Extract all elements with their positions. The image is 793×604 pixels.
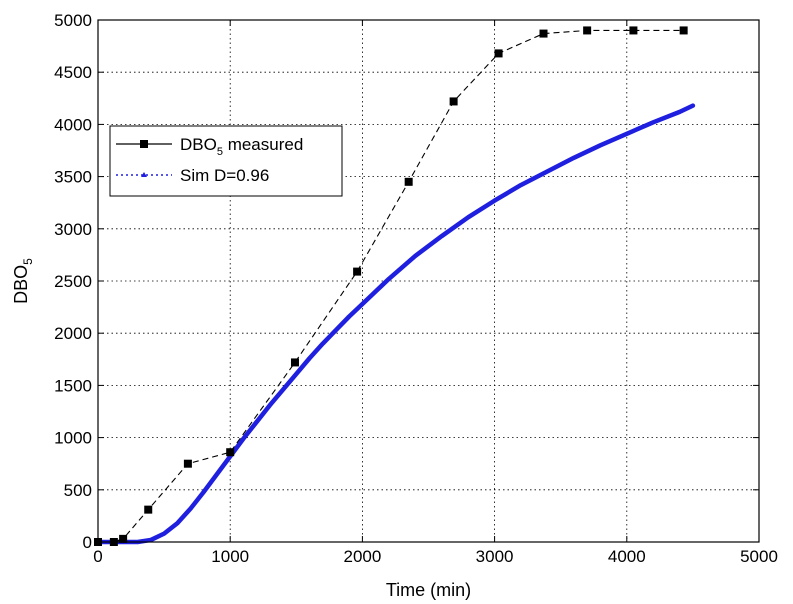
- ticks: 0 1000 2000 3000 4000 5000 0 500 1000 1500 2000 250…: [54, 11, 778, 566]
- legend-measured-label: DBO5 measured: [180, 135, 303, 158]
- legend-measured-label-suffix: measured: [223, 135, 303, 154]
- legend-measured-label-main: DBO: [180, 135, 217, 154]
- x-tick-label: 4000: [608, 547, 646, 566]
- legend-measured-marker: [140, 140, 148, 148]
- y-tick-label: 3500: [54, 168, 92, 187]
- y-tick-label: 1500: [54, 376, 92, 395]
- measured-point: [226, 448, 235, 457]
- measured-point: [629, 26, 638, 35]
- measured-point: [183, 459, 192, 468]
- y-tick-label: 5000: [54, 11, 92, 30]
- measured-point: [679, 26, 688, 35]
- measured-point: [494, 49, 503, 58]
- x-tick-label: 5000: [740, 547, 778, 566]
- x-tick-label: 2000: [343, 547, 381, 566]
- measured-point: [583, 26, 592, 35]
- measured-point: [449, 97, 458, 106]
- x-tick-label: 1000: [211, 547, 249, 566]
- y-axis-label: DBO5: [11, 258, 35, 304]
- measured-point: [539, 29, 548, 38]
- series-sim-line: [95, 103, 696, 545]
- measured-point: [290, 358, 299, 367]
- measured-point: [144, 505, 153, 514]
- measured-point: [353, 267, 362, 276]
- x-axis-label: Time (min): [386, 580, 471, 600]
- y-axis-label-main: DBO: [11, 265, 31, 304]
- y-tick-label: 500: [64, 481, 92, 500]
- y-tick-label: 2000: [54, 324, 92, 343]
- legend-sim-marker: [141, 172, 147, 177]
- x-tick-label: 3000: [476, 547, 514, 566]
- y-tick-label: 4000: [54, 115, 92, 134]
- legend: DBO5 measured Sim D=0.96: [109, 125, 343, 197]
- series-layer: [94, 26, 696, 546]
- legend-box: [109, 125, 343, 197]
- y-tick-label: 2500: [54, 272, 92, 291]
- measured-point: [119, 534, 128, 543]
- y-tick-label: 1000: [54, 429, 92, 448]
- y-axis-label-sub: 5: [21, 258, 35, 265]
- plot-area: [98, 20, 759, 542]
- legend-measured-label-sub: 5: [217, 146, 223, 158]
- y-tick-label: 3000: [54, 220, 92, 239]
- x-tick-label: 0: [93, 547, 102, 566]
- y-tick-label: 4500: [54, 63, 92, 82]
- grid: [98, 20, 759, 542]
- legend-sim-label: Sim D=0.96: [180, 166, 269, 185]
- y-tick-label: 0: [83, 533, 92, 552]
- measured-point: [404, 177, 413, 186]
